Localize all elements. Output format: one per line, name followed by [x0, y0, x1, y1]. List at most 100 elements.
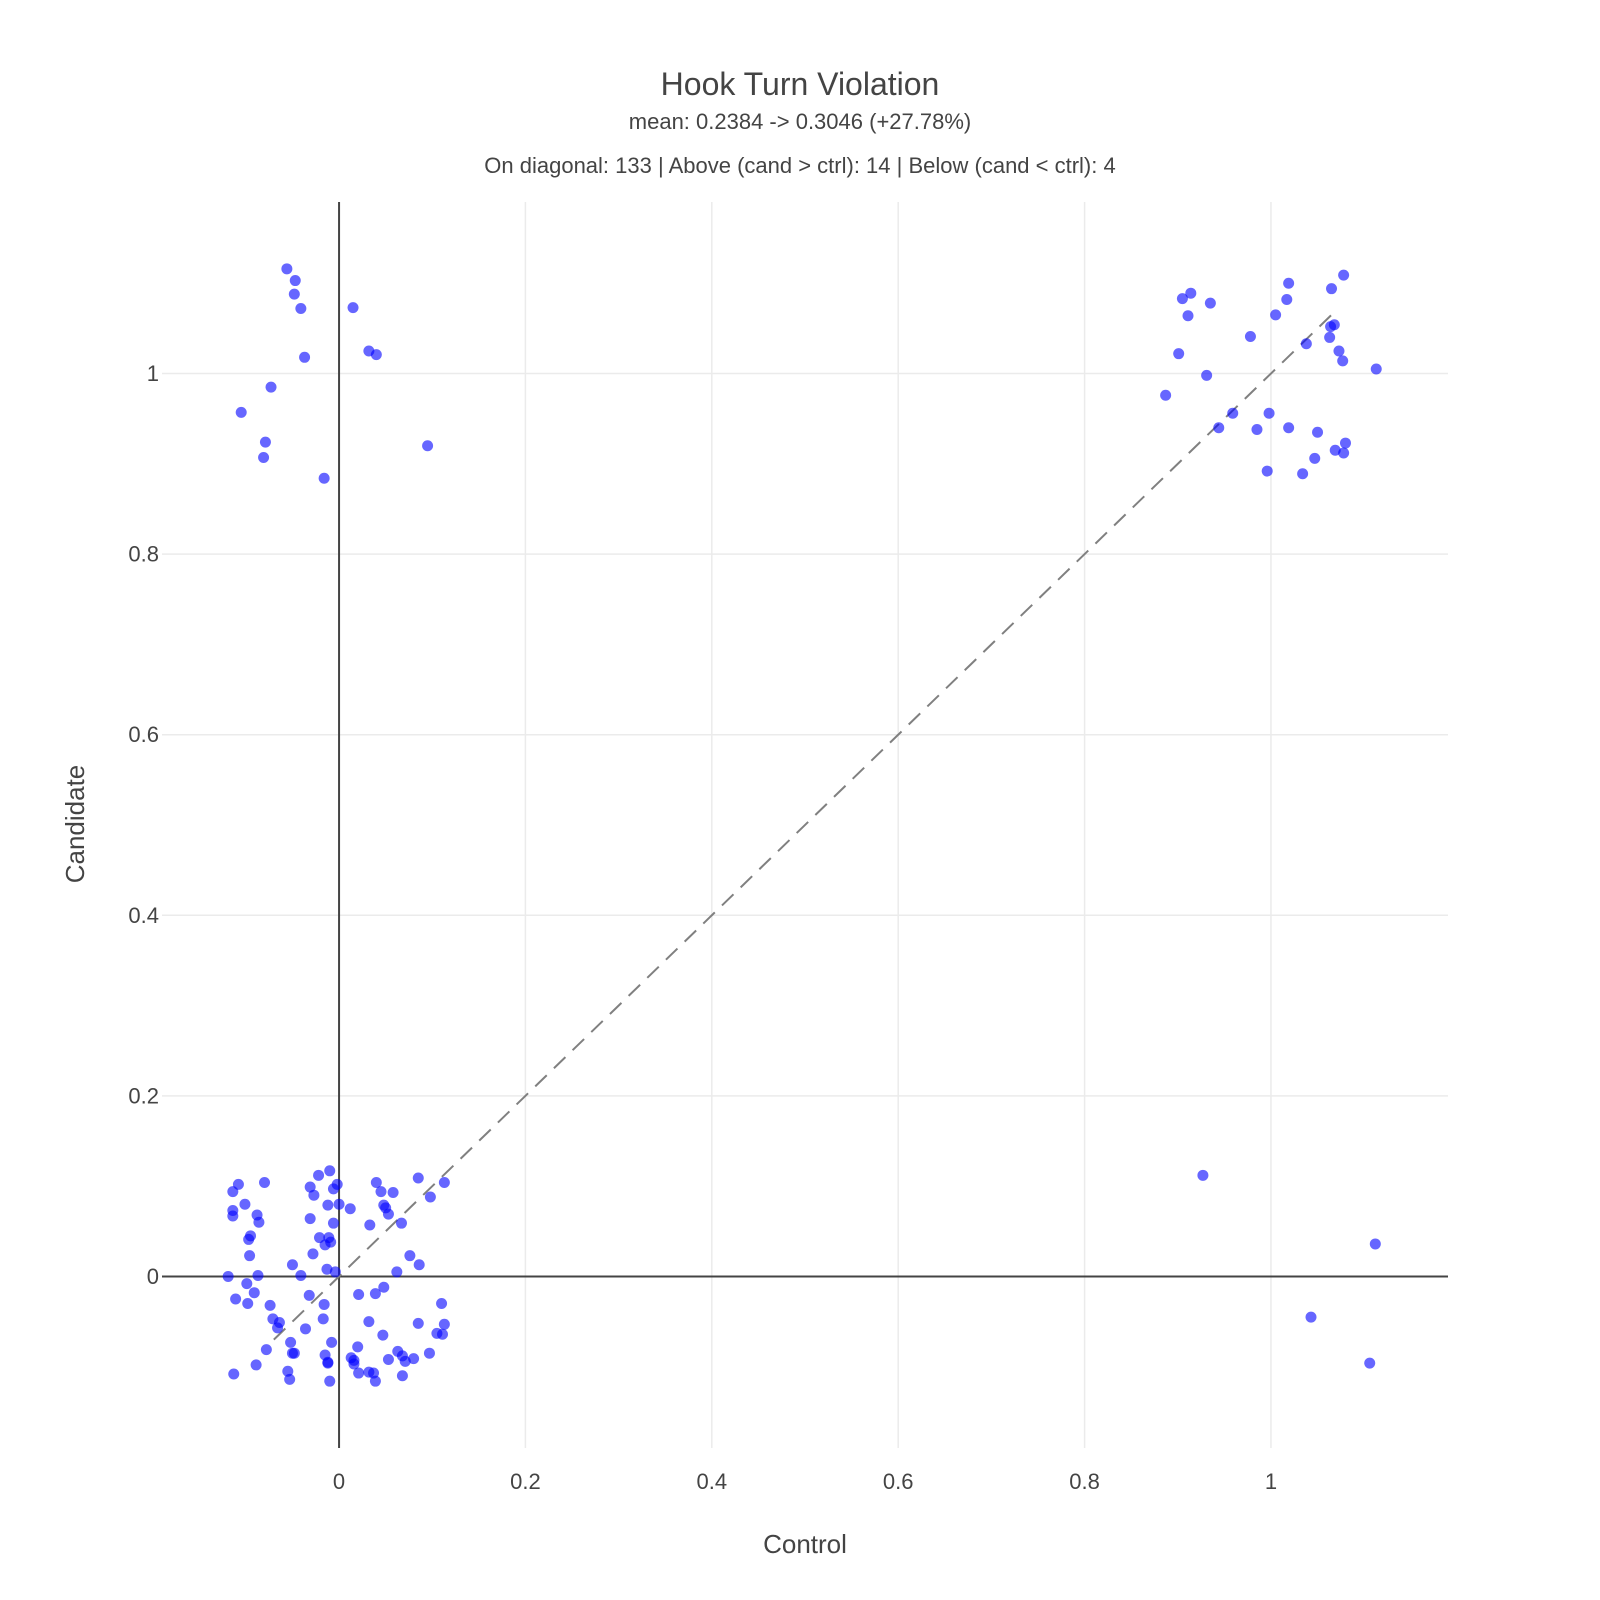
- data-point: [281, 263, 293, 275]
- data-point: [322, 1357, 334, 1369]
- data-point: [235, 406, 247, 418]
- data-point: [299, 351, 311, 363]
- data-point: [317, 1313, 329, 1325]
- data-point: [387, 1186, 399, 1198]
- data-point: [1176, 293, 1188, 305]
- data-point: [322, 1199, 334, 1211]
- data-point: [329, 1266, 341, 1278]
- y-tick-label: 0.2: [128, 1083, 159, 1108]
- data-point: [227, 1186, 239, 1198]
- data-point: [259, 1177, 271, 1189]
- data-point: [242, 1298, 254, 1310]
- data-point: [412, 1317, 424, 1329]
- data-points: [222, 263, 1382, 1387]
- data-point: [295, 1270, 307, 1282]
- data-point: [286, 1259, 298, 1271]
- data-point: [1263, 407, 1275, 419]
- data-point: [1337, 355, 1349, 367]
- data-point: [324, 1375, 336, 1387]
- data-point: [375, 1186, 387, 1198]
- data-point: [318, 472, 330, 484]
- data-point: [344, 1203, 356, 1215]
- data-point: [227, 1210, 239, 1222]
- chart-summary: On diagonal: 133 | Above (cand > ctrl): …: [484, 153, 1116, 178]
- data-point: [264, 1299, 276, 1311]
- data-point: [1370, 363, 1382, 375]
- data-point: [382, 1208, 394, 1220]
- data-point: [370, 1177, 382, 1189]
- data-point: [318, 1298, 330, 1310]
- data-point: [248, 1287, 260, 1299]
- reference-line-group: [273, 309, 1337, 1341]
- data-point: [1182, 310, 1194, 322]
- data-point: [1338, 447, 1350, 459]
- data-point: [391, 1266, 403, 1278]
- data-point: [284, 1373, 296, 1385]
- data-point: [1204, 297, 1216, 309]
- chart-title: Hook Turn Violation: [660, 66, 940, 102]
- data-point: [404, 1250, 416, 1262]
- data-point: [285, 1336, 297, 1348]
- data-point: [408, 1353, 420, 1365]
- data-point: [1305, 1311, 1317, 1323]
- y-tick-label: 0.8: [128, 542, 159, 567]
- data-point: [422, 440, 434, 452]
- data-point: [333, 1198, 345, 1210]
- x-tick-label: 0.4: [697, 1469, 728, 1494]
- data-point: [303, 1289, 315, 1301]
- x-tick-label: 0.2: [510, 1469, 541, 1494]
- data-point: [395, 1217, 407, 1229]
- data-point: [272, 1322, 284, 1334]
- data-point: [396, 1370, 408, 1382]
- x-tick-label: 0.6: [883, 1469, 914, 1494]
- data-point: [1185, 287, 1197, 299]
- y-tick-label: 0: [147, 1264, 159, 1289]
- data-point: [1364, 1357, 1376, 1369]
- data-point: [436, 1328, 448, 1340]
- data-point: [1333, 345, 1345, 357]
- data-point: [424, 1191, 436, 1203]
- data-point: [243, 1233, 255, 1245]
- data-point: [1369, 1238, 1381, 1250]
- y-tick-label: 0.4: [128, 903, 159, 928]
- data-point: [353, 1289, 365, 1301]
- x-tick-label: 0: [333, 1469, 345, 1494]
- data-point: [1270, 309, 1282, 321]
- data-point: [1297, 468, 1309, 480]
- x-tick-labels: 0 0.2 0.4 0.6 0.8 1: [333, 1469, 1277, 1494]
- x-tick-label: 0.8: [1069, 1469, 1100, 1494]
- data-point: [327, 1183, 339, 1195]
- grid-lines: [162, 202, 1448, 1448]
- data-point: [1326, 283, 1338, 295]
- data-point: [353, 1367, 365, 1379]
- data-point: [1261, 465, 1273, 477]
- data-point: [326, 1336, 338, 1348]
- data-point: [1197, 1169, 1209, 1181]
- data-point: [1283, 277, 1295, 289]
- data-point: [324, 1165, 336, 1177]
- data-point: [1227, 407, 1239, 419]
- data-point: [1244, 331, 1256, 343]
- data-point: [438, 1318, 450, 1330]
- data-point: [382, 1354, 394, 1366]
- data-point: [313, 1169, 325, 1181]
- data-point: [1160, 389, 1172, 401]
- data-point: [241, 1278, 253, 1290]
- data-point: [307, 1248, 319, 1260]
- data-point: [1324, 331, 1336, 343]
- data-point: [377, 1329, 389, 1341]
- data-point: [347, 302, 359, 314]
- y-axis-title: Candidate: [60, 765, 90, 884]
- x-tick-label: 1: [1265, 1469, 1277, 1494]
- data-point: [289, 275, 301, 287]
- x-axis-title: Control: [763, 1529, 847, 1559]
- data-point: [1339, 437, 1351, 449]
- data-point: [1329, 444, 1341, 456]
- data-point: [369, 1288, 381, 1300]
- data-point: [348, 1358, 360, 1370]
- data-point: [1328, 319, 1340, 331]
- data-point: [370, 349, 382, 361]
- y-tick-label: 0.6: [128, 722, 159, 747]
- data-point: [413, 1259, 425, 1271]
